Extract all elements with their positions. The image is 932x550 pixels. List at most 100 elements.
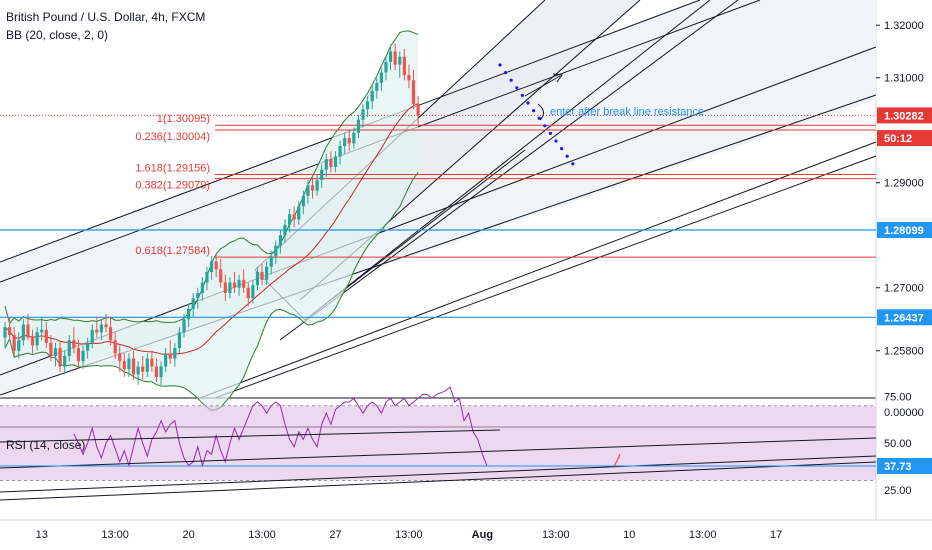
candle [366,101,370,110]
candle [122,361,126,370]
candle [30,337,35,346]
price-tag-label: 1.28099 [884,225,924,237]
candle [287,214,292,225]
symbol-title[interactable]: British Pound / U.S. Dollar, 4h, FXCM [6,10,206,24]
time-tick-label: 17 [770,529,782,541]
rsi-trend-line [0,429,501,443]
projection-dot [554,139,558,143]
candle [297,206,301,220]
candle [136,366,140,375]
rsi-band [0,405,876,481]
candle [67,340,71,356]
candle [398,56,402,65]
candle [196,292,200,299]
projection-dot [565,154,569,158]
rsi-tick-label: 25.00 [884,485,912,497]
fib-level-label: 0.236(1.30004) [135,131,210,143]
candle [347,138,351,144]
candle [58,348,62,367]
candle [177,332,182,349]
price-tag [877,222,932,239]
candle [223,282,227,293]
trend-line [279,0,739,341]
rsi-tick-label: 75.00 [884,391,912,403]
trend-line [199,141,877,399]
candle [81,350,85,362]
candle [86,342,90,351]
rsi-marker [613,453,621,467]
candle [407,75,411,81]
fib-level-label: 0.618(1.27584) [135,245,210,257]
candle [379,72,383,83]
candle [72,340,76,349]
price-tag [877,130,932,147]
candle [310,185,315,191]
annotation-text: enter after break line resistance [550,106,704,118]
rsi-tag-label: 37.73 [884,461,912,473]
candle [44,329,48,343]
price-tick-label: 1.32000 [884,20,924,32]
candle [356,119,361,133]
lower-axis-label: 0.00000 [884,407,924,419]
rsi-tag [877,458,932,475]
candle [164,353,168,367]
projection-dot [571,162,575,166]
candle [338,145,342,157]
fib-level-label: 1(1.30095) [157,113,210,125]
projection-dot [543,124,547,128]
candle [150,358,154,367]
candle [127,358,131,370]
bollinger-indicator-label[interactable]: BB (20, close, 2, 0) [6,28,109,42]
candle [173,348,177,359]
trend-line [0,46,877,376]
candle [131,358,136,375]
candle [21,324,25,341]
time-tick-label: 13:00 [101,529,129,541]
candle [265,266,269,280]
candle [402,56,406,76]
projection-dot [548,131,553,135]
candle [7,327,12,335]
candle [154,366,159,377]
candle [352,132,356,144]
candle [237,279,241,288]
projection-dot [504,71,508,75]
time-tick-label: 27 [329,529,341,541]
projection-dot [520,93,525,97]
price-tag [877,309,932,326]
rsi-trend-line [0,461,877,501]
candle [200,282,204,293]
candle [361,109,365,120]
candle [292,214,296,220]
candle [370,90,374,102]
time-tick-label: Aug [472,529,493,541]
candle [393,51,397,65]
bollinger-band-fill [5,30,419,411]
candle [63,355,67,367]
candle [26,324,30,338]
arrow-line [524,75,561,97]
projection-dot [498,63,502,67]
rsi-indicator-label[interactable]: RSI (14, close) [6,438,86,452]
time-tick-label: 13:00 [248,529,276,541]
time-tick-label: 20 [182,529,194,541]
candle [375,82,379,91]
candle [12,334,16,351]
candle [49,342,53,356]
candle [228,282,232,293]
rsi-tick-label: 50.00 [884,438,912,450]
candle [274,245,278,257]
candle [95,329,99,333]
time-tick-label: 10 [623,529,635,541]
price-tick-label: 1.29000 [884,178,924,190]
price-tag [877,107,932,124]
candle [301,195,305,207]
price-tick-label: 1.31000 [884,73,924,85]
candle [333,156,338,167]
candle [35,332,39,346]
candle [343,138,347,146]
candle [255,271,260,286]
candle [191,298,195,309]
candle [159,366,163,377]
